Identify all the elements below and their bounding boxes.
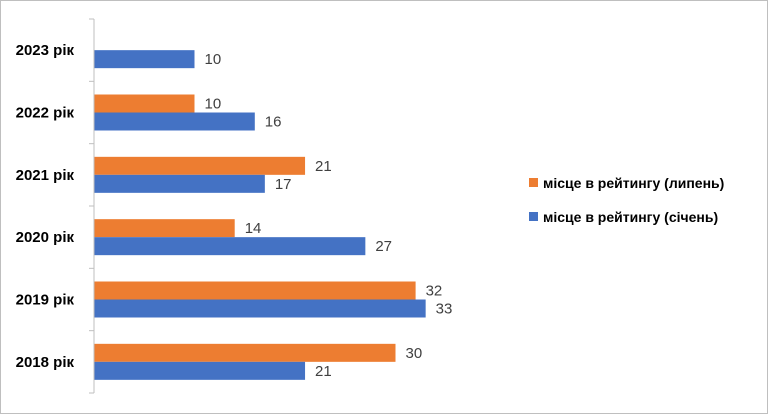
legend-swatch-january	[529, 212, 538, 221]
data-label: 21	[315, 363, 332, 380]
legend-swatch-july	[529, 178, 538, 187]
category-label: 2022 рік	[16, 105, 75, 122]
legend: місце в рейтингу (липень) місце в рейтинг…	[529, 175, 724, 225]
data-label: 27	[375, 238, 392, 255]
data-label: 21	[315, 158, 332, 175]
bar-july	[94, 219, 235, 238]
bar-january	[94, 237, 366, 256]
data-label: 16	[265, 114, 282, 131]
category-label: 2018 рік	[16, 354, 75, 371]
data-label: 10	[205, 51, 222, 68]
bar-january	[94, 112, 255, 131]
data-label: 10	[205, 96, 222, 113]
bars-layer	[94, 50, 426, 380]
category-axis: 2023 рік 2022 рік 2021 рік 2020 рік 2019 рік…	[16, 18, 95, 394]
category-label: 2019 рік	[16, 292, 75, 309]
bar-january	[94, 299, 426, 318]
bar-july	[94, 343, 396, 362]
bar-january	[94, 361, 306, 380]
category-label: 2021 рік	[16, 167, 75, 184]
data-label: 14	[245, 220, 262, 237]
bar-january	[94, 50, 195, 69]
data-label: 30	[406, 345, 423, 362]
legend-label-july: місце в рейтингу (липень)	[543, 175, 724, 191]
data-label: 33	[436, 301, 453, 318]
bar-january	[94, 174, 265, 193]
bar-july	[94, 156, 306, 175]
data-label: 17	[275, 176, 292, 193]
data-label: 32	[426, 283, 443, 300]
category-label: 2023 рік	[16, 42, 75, 59]
bar-july	[94, 281, 416, 300]
bar-july	[94, 94, 195, 113]
legend-label-january: місце в рейтингу (січень)	[543, 209, 718, 225]
category-label: 2020 рік	[16, 229, 75, 246]
